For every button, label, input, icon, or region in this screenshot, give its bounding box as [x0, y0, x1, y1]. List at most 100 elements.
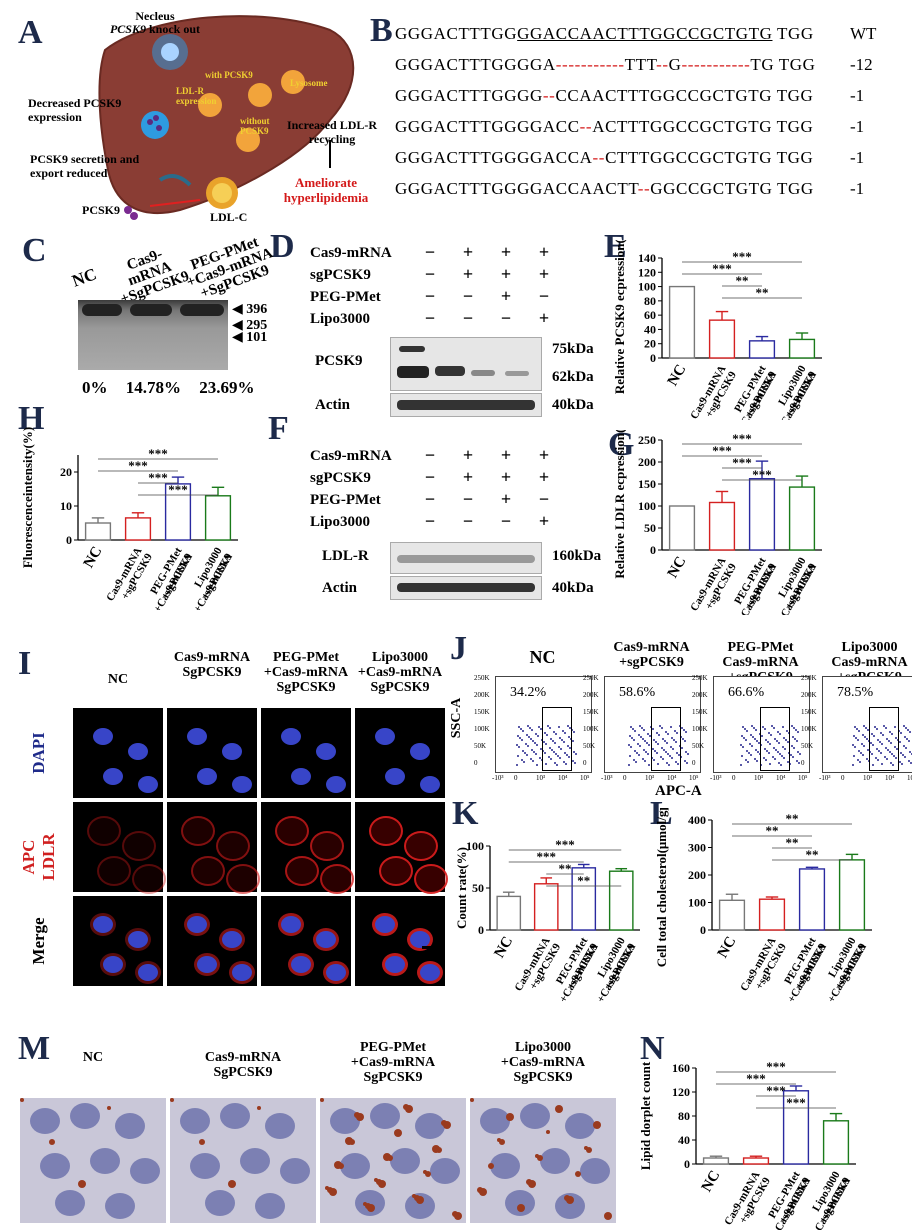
- bar: [748, 478, 776, 551]
- with-pcsk9-label: with PCSK9: [205, 70, 253, 80]
- flow-y-tick: 100K: [583, 725, 599, 733]
- cell-nucleus: [130, 1158, 160, 1184]
- event-dot: [549, 747, 551, 749]
- event-dot: [628, 764, 630, 766]
- nucleus: [222, 743, 242, 760]
- event-dot: [530, 758, 532, 760]
- event-dot: [535, 733, 537, 735]
- event-dot: [774, 738, 776, 740]
- d-kda-62: 62kDa: [552, 369, 594, 385]
- event-dot: [671, 737, 673, 739]
- lipid-droplet: [528, 1180, 536, 1188]
- condition-label: PEG-PMet: [310, 289, 381, 305]
- nucleus: [138, 776, 158, 793]
- nucleus-label: Necleus: [135, 9, 175, 23]
- event-dot: [892, 764, 894, 766]
- event-dot: [744, 728, 746, 730]
- confocal-column-label: Lipo3000 +Cas9-mRNA SgPCSK9: [355, 650, 445, 695]
- cell-nucleus: [55, 1190, 85, 1216]
- event-dot: [662, 758, 664, 760]
- event-dot: [783, 737, 785, 739]
- flow-y-tick: 50K: [583, 742, 596, 750]
- sequence-row: GGGACTTTGGGGA-----------TTT--G----------…: [395, 55, 816, 75]
- event-dot: [565, 763, 567, 765]
- sig-stars: ***: [537, 849, 557, 864]
- event-dot: [893, 755, 895, 757]
- cell-nucleus: [415, 1113, 445, 1139]
- event-dot: [533, 751, 535, 753]
- sig-stars: ***: [128, 458, 148, 473]
- event-dot: [639, 725, 641, 727]
- lipid-droplet: [327, 1187, 333, 1193]
- flow-x-tick: 10⁴: [558, 774, 568, 782]
- event-dot: [751, 725, 753, 727]
- cell-nucleus: [565, 1113, 595, 1139]
- event-dot: [574, 762, 576, 764]
- y-tick-label: 0: [650, 351, 656, 365]
- bar: [798, 868, 826, 931]
- event-dot: [568, 736, 570, 738]
- confocal-column-label-line: +Cas9-mRNA: [357, 665, 443, 680]
- panel-label-b: B: [370, 12, 393, 49]
- event-dot: [679, 725, 681, 727]
- event-dot: [871, 753, 873, 755]
- bar: [748, 340, 776, 359]
- cell-nucleus: [540, 1148, 570, 1174]
- event-dot: [868, 760, 870, 762]
- stain-column-label-line: PEG-PMet: [359, 1040, 427, 1055]
- lipid-droplet: [535, 1154, 539, 1158]
- stain-image: [170, 1098, 316, 1223]
- event-dot: [886, 758, 888, 760]
- cell-nucleus: [430, 1158, 460, 1184]
- event-dot: [903, 725, 905, 727]
- event-dot: [796, 760, 798, 762]
- d-kda-75: 75kDa: [552, 341, 594, 357]
- event-dot: [888, 740, 890, 742]
- nucleus: [197, 956, 217, 973]
- event-dot: [559, 757, 561, 759]
- flow-column-label-line: +sgPCSK9: [619, 655, 684, 670]
- event-dot: [517, 735, 519, 737]
- event-dot: [569, 727, 571, 729]
- ldlr-signal: [87, 816, 121, 846]
- y-tick-label: 80: [644, 294, 656, 308]
- event-dot: [668, 764, 670, 766]
- event-dot: [866, 738, 868, 740]
- event-dot: [563, 761, 565, 763]
- category-label: NC: [665, 362, 690, 389]
- sig-stars: ***: [555, 837, 575, 852]
- condition-mark: +: [538, 264, 550, 284]
- event-dot: [563, 741, 565, 743]
- event-dot: [653, 739, 655, 741]
- lipid-droplet: [20, 1098, 24, 1102]
- event-dot: [879, 741, 881, 743]
- event-dot: [864, 736, 866, 738]
- condition-mark: −: [462, 489, 474, 509]
- event-dot: [894, 726, 896, 728]
- confocal-row-label: Merge: [29, 917, 48, 965]
- event-dot: [797, 731, 799, 733]
- event-dot: [772, 756, 774, 758]
- nucleus: [128, 743, 148, 760]
- flow-gate: [869, 707, 899, 771]
- sig-stars: **: [736, 273, 749, 288]
- event-dot: [638, 754, 640, 756]
- cell-nucleus: [240, 1148, 270, 1174]
- event-dot: [865, 727, 867, 729]
- knockout-text: knock out: [148, 22, 201, 36]
- y-tick-label: 10: [60, 499, 72, 513]
- category-label: Cas9-mRNA+sgPCSK9: [722, 1169, 773, 1230]
- y-tick-label: 100: [466, 839, 484, 853]
- event-dot: [905, 747, 907, 749]
- lipid-droplet: [367, 1204, 375, 1212]
- event-dot: [637, 743, 639, 745]
- event-dot: [681, 727, 683, 729]
- event-dot: [868, 740, 870, 742]
- event-dot: [780, 764, 782, 766]
- flow-column-label-line: Cas9-mRNA: [722, 655, 799, 670]
- event-dot: [519, 737, 521, 739]
- y-tick-label: 50: [472, 881, 484, 895]
- nucleus: [316, 743, 336, 760]
- ldlr-signal: [226, 864, 260, 894]
- flow-column-label-line: PEG-PMet: [727, 640, 794, 655]
